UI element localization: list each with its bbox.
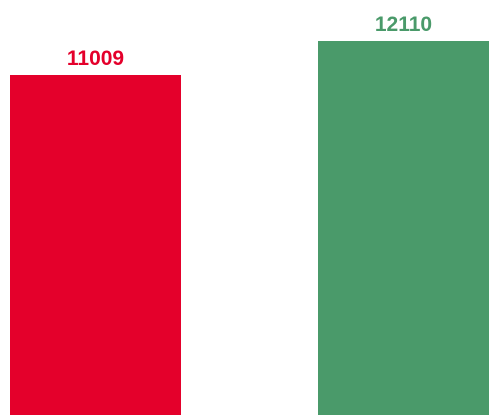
bar: [318, 41, 489, 415]
value-label: 11009: [67, 47, 124, 70]
bar: [10, 75, 181, 415]
value-label: 12110: [375, 13, 432, 36]
